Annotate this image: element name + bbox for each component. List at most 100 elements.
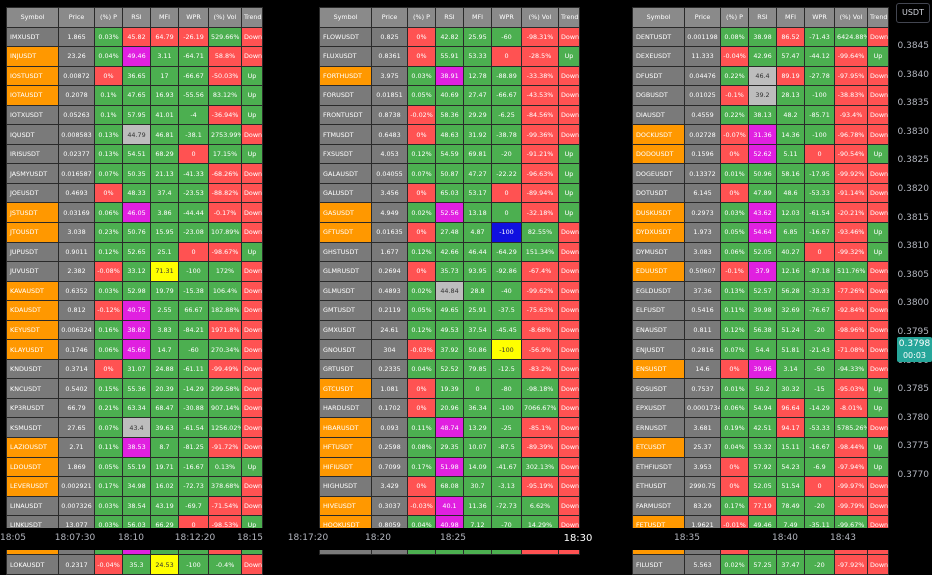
cell-symbol[interactable]: ENSUSDT <box>632 358 685 380</box>
cell-symbol[interactable]: IOTXUSDT <box>6 104 59 126</box>
cell-symbol[interactable]: GNOUSDT <box>319 339 372 360</box>
table-row[interactable]: DEXEUSDT 11.333 -0.04% 42.96 57.47 -44.12 -99.… <box>632 46 889 67</box>
table-row[interactable]: GMXUSDT 24.61 0.12% 49.53 37.54 -45.45 -8.68% D… <box>319 319 580 341</box>
cell-symbol[interactable]: IOTAUSDT <box>6 85 59 106</box>
cell-symbol[interactable]: LAZIOUSDT <box>6 437 59 458</box>
table-row[interactable]: IMXUSDT 1.865 0.03% 45.82 64.79 -26.19 529.66%… <box>6 26 263 48</box>
table-row[interactable]: FTMUSDT 0.6483 0% 48.63 31.92 -38.78 -99.36% Do… <box>319 124 580 145</box>
table-row[interactable]: FILUSDT 5.563 0.02% 57.25 37.47 -20 -97.92% Dow… <box>632 554 889 575</box>
table-row[interactable]: ERNUSDT 3.681 0.19% 42.51 94.17 -53.33 5785.26… <box>632 417 889 439</box>
cell-symbol[interactable]: ERNUSDT <box>632 417 685 439</box>
table-row[interactable]: DFUSDT 0.04476 0.22% 46.4 89.19 -27.78 -97.95%… <box>632 65 889 87</box>
cell-symbol[interactable]: GHSTUSDT <box>319 241 372 263</box>
table-row[interactable]: ETHUSDT 2990.75 0% 52.05 51.54 0 -99.97% Down <box>632 476 889 497</box>
table-row[interactable]: HIVEUSDT 0.3037 -0.03% 40.1 11.36 -72.73 6.62%… <box>319 495 580 517</box>
table-row[interactable]: EOSUSDT 0.7537 0.01% 50.2 30.32 -15 -95.03% Up <box>632 378 889 399</box>
cell-symbol[interactable]: JUPUSDT <box>6 241 59 263</box>
table-row[interactable]: EDUUSDT 0.50607 -0.1% 37.9 12.16 -87.18 511.76… <box>632 261 889 282</box>
table-row[interactable]: LOKAUSDT 0.2317 -0.04% 35.3 24.53 -100 -0.4% Do… <box>6 554 263 575</box>
cell-symbol[interactable]: KEYUSDT <box>6 319 59 341</box>
table-row[interactable]: GNOUSDT 304 -0.03% 37.92 50.86 -100 -56.9% Down <box>319 339 580 360</box>
table-row[interactable]: GLMRUSDT 0.2694 0% 35.73 93.95 -92.86 -67.4% Do… <box>319 261 580 282</box>
table-row[interactable]: LDOUSDT 1.869 0.05% 55.19 19.71 -16.67 0.13% Up <box>6 456 263 478</box>
table-row[interactable]: GMTUSDT 0.2119 0.05% 49.65 25.91 -37.5 -75.63%… <box>319 300 580 321</box>
cell-symbol[interactable]: LOKAUSDT <box>6 554 59 575</box>
cell-symbol[interactable]: GLMUSDT <box>319 280 372 302</box>
cell-symbol[interactable]: GTCUSDT <box>319 378 372 399</box>
table-row[interactable]: IOTXUSDT 0.05263 0.1% 57.95 41.01 -4 -36.94% Up <box>6 104 263 126</box>
cell-symbol[interactable]: FLUXUSDT <box>319 46 372 67</box>
cell-symbol[interactable]: GFTUSDT <box>319 222 372 243</box>
table-row[interactable]: EPXUSDT 0.0001734 0.06% 54.94 96.64 -14.29 -8.… <box>632 397 889 419</box>
cell-symbol[interactable]: HARDUSDT <box>319 397 372 419</box>
cell-symbol[interactable]: FXSUSDT <box>319 143 372 165</box>
table-row[interactable]: HFTUSDT 0.2598 0.08% 29.35 10.07 -87.5 -89.39%… <box>319 437 580 458</box>
cell-symbol[interactable]: EOSUSDT <box>632 378 685 399</box>
cell-symbol[interactable]: ETHUSDT <box>632 476 685 497</box>
cell-symbol[interactable]: FLOWUSDT <box>319 26 372 48</box>
table-row[interactable]: FRONTUSDT 0.8738 -0.02% 58.36 29.29 -6.25 -84.… <box>319 104 580 126</box>
table-row[interactable]: DUSKUSDT 0.2973 0.03% 43.62 12.03 -61.54 -20.2… <box>632 202 889 224</box>
table-row[interactable]: DOGEUSDT 0.13372 0.01% 50.96 58.16 -17.95 -99.… <box>632 163 889 184</box>
table-row[interactable]: IOSTUSDT 0.00872 0% 36.65 17 -66.67 -50.03% Up <box>6 65 263 87</box>
table-row[interactable]: EGLDUSDT 37.36 0.13% 52.57 56.28 -33.33 -77.26… <box>632 280 889 302</box>
cell-symbol[interactable]: KAVAUSDT <box>6 280 59 302</box>
cell-symbol[interactable]: HIVEUSDT <box>319 495 372 517</box>
table-row[interactable]: DYMUSDT 3.083 0.06% 52.05 40.27 0 -99.32% Up <box>632 241 889 263</box>
cell-symbol[interactable]: DOGEUSDT <box>632 163 685 184</box>
cell-symbol[interactable]: JSTUSDT <box>6 202 59 224</box>
table-row[interactable]: ELFUSDT 0.5416 0.11% 39.98 32.69 -76.67 -92.84… <box>632 300 889 321</box>
cell-symbol[interactable]: IMXUSDT <box>6 26 59 48</box>
cell-symbol[interactable]: ENJUSDT <box>632 339 685 360</box>
table-row[interactable]: GFTUSDT 0.01635 0% 27.48 4.87 -100 82.55% Down <box>319 222 580 243</box>
table-row[interactable]: KDAUSDT 0.812 -0.12% 40.75 2.55 66.67 182.88% D… <box>6 300 263 321</box>
cell-symbol[interactable]: GMXUSDT <box>319 319 372 341</box>
cell-symbol[interactable]: GALUSDT <box>319 182 372 204</box>
table-row[interactable]: LEVERUSDT 0.002921 0.17% 34.98 16.02 -72.73 37… <box>6 476 263 497</box>
cell-symbol[interactable]: HFTUSDT <box>319 437 372 458</box>
cell-symbol[interactable]: JUVUSDT <box>6 261 59 282</box>
table-row[interactable]: ENSUSDT 14.6 0% 39.96 3.14 -50 -94.33% Down <box>632 358 889 380</box>
cell-symbol[interactable]: EGLDUSDT <box>632 280 685 302</box>
cell-symbol[interactable]: ETHFIUSDT <box>632 456 685 478</box>
cell-symbol[interactable]: LEVERUSDT <box>6 476 59 497</box>
table-row[interactable]: FLUXUSDT 0.8361 0% 55.91 53.33 0 -28.5% Up <box>319 46 580 67</box>
table-row[interactable]: DYDXUSDT 1.973 0.05% 54.64 6.85 -16.67 -93.46%… <box>632 222 889 243</box>
cell-symbol[interactable]: GMTUSDT <box>319 300 372 321</box>
cell-symbol[interactable]: JOEUSDT <box>6 182 59 204</box>
cell-symbol[interactable]: FORTHUSDT <box>319 65 372 87</box>
cell-symbol[interactable]: FTMUSDT <box>319 124 372 145</box>
cell-symbol[interactable]: GLMRUSDT <box>319 261 372 282</box>
table-row[interactable]: DOCKUSDT 0.02728 -0.07% 31.36 14.36 -100 -96.7… <box>632 124 889 145</box>
table-row[interactable]: KNDUSDT 0.3714 0% 31.07 24.88 -61.11 -99.49% Do… <box>6 358 263 380</box>
cell-symbol[interactable]: EPXUSDT <box>632 397 685 419</box>
price-axis[interactable]: 0.3845 0.3840 0.3835 0.3830 0.3825 0.3820 0.38… <box>891 0 932 550</box>
cell-symbol[interactable]: DFUSDT <box>632 65 685 87</box>
cell-symbol[interactable]: DODOUSDT <box>632 143 685 165</box>
table-row[interactable]: GALUSDT 3.456 0% 65.03 53.17 0 -89.94% Up <box>319 182 580 204</box>
table-row[interactable]: KEYUSDT 0.006324 0.16% 38.82 3.83 -84.21 1971.… <box>6 319 263 341</box>
cell-symbol[interactable]: IQUSDT <box>6 124 59 145</box>
cell-symbol[interactable]: KDAUSDT <box>6 300 59 321</box>
table-row[interactable]: KAVAUSDT 0.6352 0.03% 52.98 19.79 -15.38 106.4… <box>6 280 263 302</box>
cell-symbol[interactable]: ETCUSDT <box>632 437 685 458</box>
cell-symbol[interactable]: GALAUSDT <box>319 163 372 184</box>
table-row[interactable]: GRTUSDT 0.2335 0.04% 52.52 79.85 -12.5 -83.2% D… <box>319 358 580 380</box>
table-row[interactable]: DGBUSDT 0.01025 -0.1% 39.2 28.13 -100 -38.83% D… <box>632 85 889 106</box>
table-row[interactable]: FXSUSDT 4.053 0.12% 54.59 69.81 -20 -91.21% Up <box>319 143 580 165</box>
table-row[interactable]: IOTAUSDT 0.2078 0.1% 47.65 16.93 -55.56 83.12%… <box>6 85 263 106</box>
table-row[interactable]: HARDUSDT 0.1702 0% 20.96 36.34 -100 7066.67% Do… <box>319 397 580 419</box>
cell-symbol[interactable]: DOTUSDT <box>632 182 685 204</box>
cell-symbol[interactable]: FILUSDT <box>632 554 685 575</box>
table-row[interactable]: DENTUSDT 0.001198 0.08% 38.98 86.52 -71.43 642… <box>632 26 889 48</box>
cell-symbol[interactable]: DYDXUSDT <box>632 222 685 243</box>
table-row[interactable]: LAZIOUSDT 2.71 0.11% 38.53 8.7 -81.25 -91.72% D… <box>6 437 263 458</box>
table-row[interactable]: LINAUSDT 0.007326 0.03% 38.54 43.19 -69.7 -71.… <box>6 495 263 517</box>
table-row[interactable]: FORUSDT 0.01851 0.05% 40.69 27.47 -66.67 -43.5… <box>319 85 580 106</box>
table-row[interactable]: GHSTUSDT 1.677 0.12% 42.66 46.44 -64.29 151.34… <box>319 241 580 263</box>
cell-symbol[interactable]: DENTUSDT <box>632 26 685 48</box>
table-row[interactable]: KLAYUSDT 0.1746 0.06% 45.66 14.7 -60 270.34% Do… <box>6 339 263 360</box>
table-row[interactable]: FORTHUSDT 3.975 0.03% 38.91 12.78 -88.89 -33.3… <box>319 65 580 87</box>
table-row[interactable]: JUPUSDT 0.9011 0.12% 52.65 25.1 0 -98.67% Up <box>6 241 263 263</box>
table-row[interactable]: JTOUSDT 3.038 0.23% 50.76 15.95 -23.08 107.89%… <box>6 222 263 243</box>
